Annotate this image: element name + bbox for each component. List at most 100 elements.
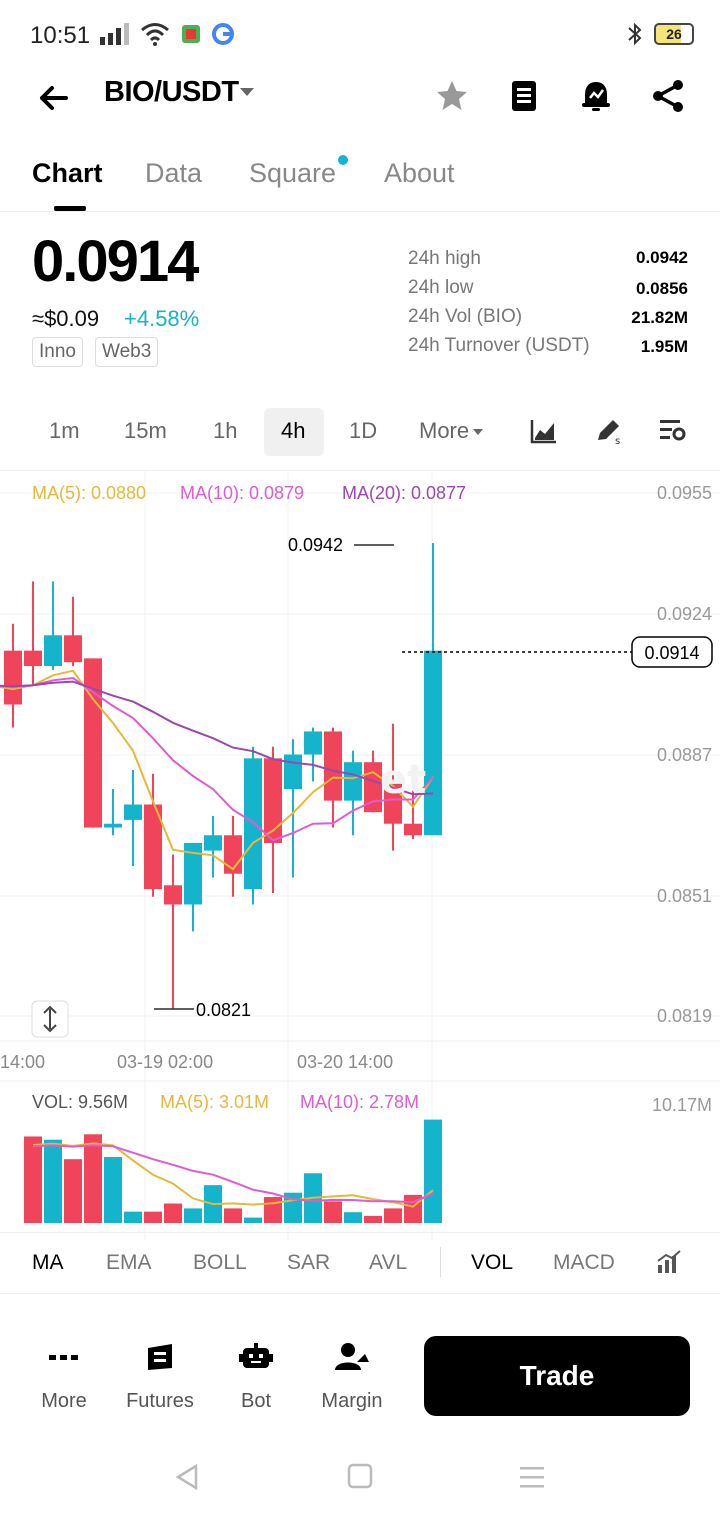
interval-4h[interactable]: 4h [281,418,306,443]
volume-bar [104,1157,122,1223]
nav-futures-label: Futures [126,1390,194,1412]
volume-bar [184,1208,202,1223]
volume-bar [24,1136,42,1223]
y-tick: 0.0851 [657,886,712,906]
nav-more[interactable]: More [19,1340,109,1413]
svg-text:s: s [615,436,620,446]
indicator-boll[interactable]: BOLL [193,1251,247,1274]
indicator-ema[interactable]: EMA [106,1251,152,1274]
indicator-vol[interactable]: VOL [471,1251,514,1274]
x-tick: 03-20 14:00 [297,1052,393,1072]
watermark: et [380,757,426,803]
share-icon[interactable] [650,78,686,114]
system-nav-bar [0,1440,720,1520]
star-icon[interactable] [434,78,470,114]
volume-bar [344,1212,362,1223]
tab-data[interactable]: Data [145,158,203,188]
candle-body [284,754,302,790]
status-bar: 10:51 26 [0,0,720,72]
stat-label-vol: 24h Vol (BIO) [408,306,523,327]
vol-ma10-legend: MA(10): 2.78M [300,1092,419,1112]
volume-bar [384,1208,402,1223]
header: BIO/USDT [0,72,720,120]
notebook-icon[interactable] [506,78,542,114]
x-tick: 03-19 02:00 [117,1052,213,1072]
tab-chart[interactable]: Chart [32,158,103,188]
y-tick: 0.0924 [657,604,712,624]
x-tick: 14:00 [0,1052,45,1072]
indicator-macd[interactable]: MACD [553,1251,615,1274]
volume-bar [84,1134,102,1223]
volume-bars [24,1119,442,1223]
system-back-icon[interactable] [172,1462,202,1492]
indicator-ma[interactable]: MA [32,1251,64,1274]
active-tab-indicator [54,206,86,211]
volume-bar [364,1215,382,1223]
chart-type-icon[interactable] [530,418,558,444]
interval-1m[interactable]: 1m [49,418,80,443]
price-alert-icon[interactable] [578,78,614,114]
candle-body [304,731,322,755]
ma10-legend: MA(10): 0.0879 [180,483,304,503]
google-icon [212,23,234,45]
tab-square[interactable]: Square [249,158,337,188]
stat-value-turnover: 1.95M [640,337,688,356]
indicator-settings-icon[interactable] [656,1249,682,1275]
futures-icon [148,1344,172,1370]
ma-lines [0,669,434,871]
candlestick-chart[interactable]: et MA(5): 0.0880 MA(10): 0.0879 MA(20): … [0,471,720,1241]
tab-about[interactable]: About [384,158,455,188]
vol-ma5-legend: MA(5): 3.01M [160,1092,269,1112]
last-price-label: 0.0914 [644,643,699,663]
interval-more[interactable]: More [419,418,484,444]
candle-body [104,823,122,828]
stat-label-low: 24h low [408,277,474,298]
interval-15m[interactable]: 15m [124,418,167,443]
tag-web3[interactable]: Web3 [95,337,159,367]
nav-bot[interactable]: Bot [211,1340,301,1413]
chart-area[interactable]: et MA(5): 0.0880 MA(10): 0.0879 MA(20): … [0,470,720,1241]
chevron-down-icon[interactable] [240,88,254,96]
volume-bar [164,1203,182,1223]
candle-body [64,635,82,663]
last-price-box [631,636,713,668]
indicator-sar[interactable]: SAR [287,1251,331,1274]
candle-body [404,823,422,836]
high-label: 0.0942 [288,535,343,555]
nav-futures[interactable]: Futures [115,1340,205,1413]
system-menu-icon[interactable] [518,1464,546,1490]
nav-bot-label: Bot [240,1390,272,1412]
pair-title[interactable]: BIO/USDT [104,76,239,108]
tag-inno[interactable]: Inno [32,337,83,367]
chart-grid [0,471,720,1241]
low-label: 0.0821 [196,1000,251,1020]
candle-body [144,804,162,890]
system-home-icon[interactable] [346,1462,374,1490]
chart-settings-icon[interactable] [658,416,686,444]
stat-value-vol: 21.82M [631,308,688,327]
back-arrow-icon[interactable] [34,78,74,118]
candle-body [244,758,262,890]
indicator-avl[interactable]: AVL [369,1251,408,1274]
stat-label-high: 24h high [408,248,481,269]
bot-icon [239,1343,273,1368]
volume-bar [264,1197,282,1223]
volume-bar [424,1119,442,1223]
candle-body [164,885,182,905]
draw-tool-icon[interactable]: s [594,416,624,446]
interval-1h[interactable]: 1h [213,418,238,443]
status-time: 10:51 [30,22,91,49]
stat-value-high: 0.0942 [636,248,688,267]
volume-bar [324,1201,342,1223]
stat-value-low: 0.0856 [636,279,688,298]
nav-margin-label: Margin [321,1390,383,1412]
caret-down-icon [473,429,484,436]
active-interval-bg [264,408,324,456]
interval-1d[interactable]: 1D [349,418,378,443]
volume-bar [64,1159,82,1223]
notification-dot [338,155,348,165]
trade-button[interactable]: Trade [424,1336,690,1416]
y-tick: 0.0887 [657,745,712,765]
nav-margin[interactable]: Margin [307,1340,397,1413]
volume-bar [44,1139,62,1223]
